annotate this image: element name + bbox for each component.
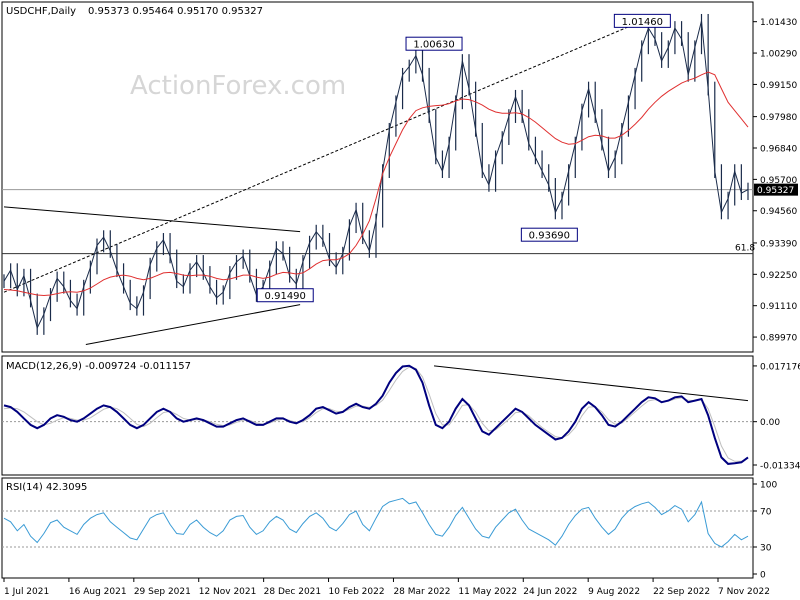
price-tick-label: 0.92250 xyxy=(760,271,797,281)
macd-line xyxy=(3,364,749,465)
price-tick-label: 1.01430 xyxy=(760,18,797,28)
price-tick-label: 0.96840 xyxy=(760,145,797,155)
x-axis: 1 Jul 2021 16 Aug 2021 29 Sep 2021 12 Nov 2… xyxy=(3,578,770,597)
price-tick-label: 0.89970 xyxy=(760,334,797,344)
annotation-text: 0.91490 xyxy=(265,291,306,302)
x-tick-label: 29 Sep 2021 xyxy=(134,587,191,597)
x-tick-label: 12 Nov 2021 xyxy=(199,587,257,597)
chart-header: USDCHF,Daily 0.95373 0.95464 0.95170 0.9… xyxy=(6,6,263,17)
price-annotation: 0.91490 xyxy=(256,288,314,303)
rsi-line xyxy=(3,497,749,548)
macd-tick-label: 0.00 xyxy=(760,418,780,428)
price-annotations: 1.00630 1.01460 0.93690 0.91490 0.95327 xyxy=(256,13,798,303)
annotation-box xyxy=(405,36,463,51)
price-tick-label: 0.97980 xyxy=(760,113,797,123)
macd-label: MACD(12,26,9) -0.009724 -0.011157 xyxy=(6,361,191,372)
symbol-label: USDCHF,Daily xyxy=(6,6,76,17)
macd-tick-label: -0.01334 xyxy=(760,461,800,471)
rsi-tick-label: 70 xyxy=(760,508,772,518)
price-annotation: 1.01460 xyxy=(613,13,671,28)
annotation-text: 0.93690 xyxy=(529,231,570,242)
price-tick-label: 0.94560 xyxy=(760,207,797,217)
rsi-tick-label: 100 xyxy=(760,481,777,491)
x-tick-label: 24 Jun 2022 xyxy=(523,587,577,597)
rsi-tick-label: 30 xyxy=(760,544,772,554)
x-tick-label: 16 Aug 2021 xyxy=(69,587,127,597)
x-tick-label: 1 Jul 2021 xyxy=(4,587,49,597)
price-tick-label: 0.91110 xyxy=(760,302,797,312)
price-y-axis: 1.01430 1.00290 0.99150 0.97980 0.96840 0.957… xyxy=(753,18,797,344)
price-series xyxy=(3,13,749,335)
x-tick-label: 10 Feb 2022 xyxy=(329,587,385,597)
watermark: ActionForex.com xyxy=(130,71,346,101)
price-tick-label: 0.99150 xyxy=(760,81,797,91)
macd-signal-line xyxy=(3,366,749,462)
price-tick-label: 0.95700 xyxy=(760,176,797,186)
annotation-box xyxy=(613,13,671,28)
fib-level-label: 61.8 xyxy=(735,244,755,254)
annotation-box xyxy=(256,288,314,303)
rsi-panel xyxy=(1,477,754,579)
current-price-tag: 0.95327 xyxy=(754,183,798,196)
x-tick-label: 28 Mar 2022 xyxy=(393,587,450,597)
price-annotation: 0.93690 xyxy=(520,227,578,242)
ohlc-label: 0.95373 0.95464 0.95170 0.95327 xyxy=(88,6,263,17)
x-tick-label: 28 Dec 2021 xyxy=(264,587,322,597)
rsi-tick-label: 0 xyxy=(760,571,766,581)
annotation-box xyxy=(520,227,578,242)
macd-series: 0.017176 0.00 -0.01334 xyxy=(2,362,800,471)
annotation-text: 1.01460 xyxy=(622,17,663,28)
price-tick-label: 0.93390 xyxy=(760,239,797,249)
x-tick-label: 7 Nov 2022 xyxy=(718,587,770,597)
current-price-tag-bg xyxy=(754,183,798,196)
x-tick-label: 11 May 2022 xyxy=(458,587,517,597)
rsi-label: RSI(14) 42.3095 xyxy=(6,482,87,493)
price-panel xyxy=(1,1,754,353)
x-tick-label: 9 Aug 2022 xyxy=(588,587,640,597)
annotation-text: 1.00630 xyxy=(413,40,454,51)
current-price-tag-text: 0.95327 xyxy=(757,186,794,196)
macd-panel xyxy=(1,355,754,476)
x-tick-label: 22 Sep 2022 xyxy=(653,587,710,597)
price-annotation: 1.00630 xyxy=(405,36,463,51)
trendline-2 xyxy=(3,206,301,233)
rsi-series: 100 70 30 0 xyxy=(2,481,777,581)
macd-tick-label: 0.017176 xyxy=(760,362,800,372)
macd-trendline xyxy=(433,365,749,402)
moving-average-line xyxy=(3,71,749,297)
trendline-3 xyxy=(85,304,301,345)
price-tick-label: 1.00290 xyxy=(760,50,797,60)
